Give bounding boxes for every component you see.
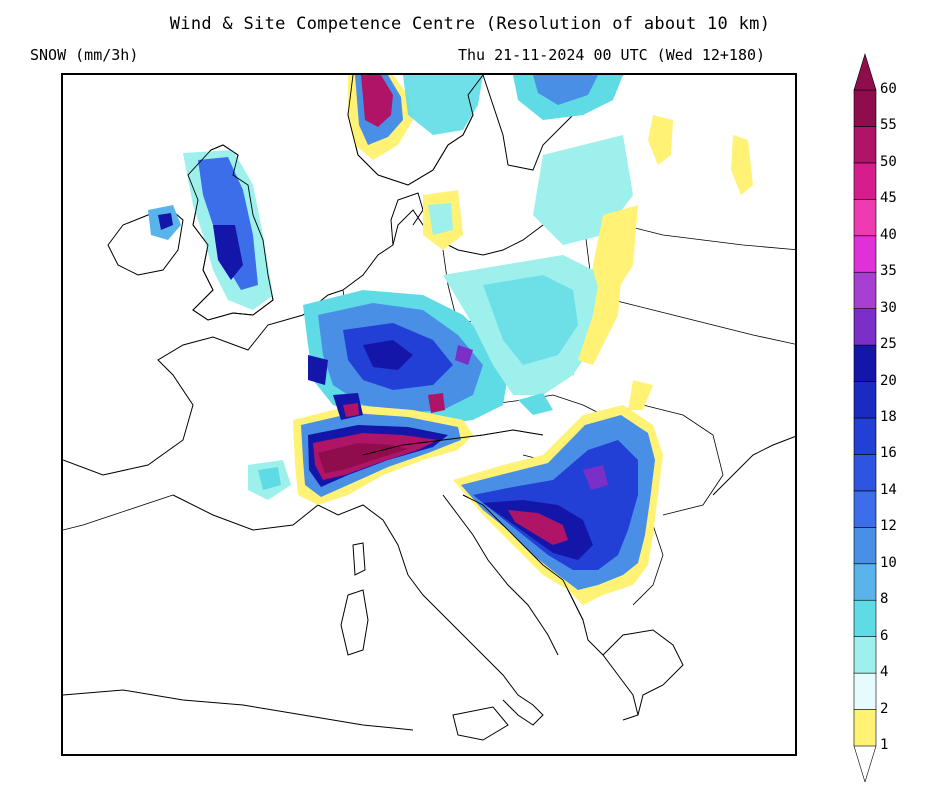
border-iberia bbox=[63, 494, 174, 531]
coastlines bbox=[63, 75, 795, 741]
colorbar-label-40: 40 bbox=[880, 226, 897, 243]
snow-shading bbox=[148, 75, 753, 605]
colorbar-label-60: 60 bbox=[880, 81, 897, 97]
colorbar-label-8: 8 bbox=[880, 591, 889, 608]
colorbar-box-20 bbox=[853, 381, 877, 419]
colorbar-label-10: 10 bbox=[880, 554, 897, 571]
chart-title: Wind & Site Competence Centre (Resolutio… bbox=[169, 14, 771, 34]
map-svg bbox=[63, 75, 795, 741]
colorbar-box-55 bbox=[853, 126, 877, 164]
colorbar-box-16 bbox=[853, 454, 877, 492]
colorbar-box-40 bbox=[853, 235, 877, 273]
colorbar-label-6: 6 bbox=[880, 627, 889, 644]
colorbar-top-arrow bbox=[853, 52, 877, 91]
colorbar-label-55: 55 bbox=[880, 117, 897, 134]
coast-italy bbox=[407, 574, 544, 726]
colorbar-box-18 bbox=[853, 417, 877, 455]
coast-mediterranean-france bbox=[172, 494, 409, 576]
colorbar-label-45: 45 bbox=[880, 190, 897, 207]
colorbar-label-14: 14 bbox=[880, 481, 897, 498]
coast-black-sea bbox=[712, 436, 795, 496]
coast-north-africa bbox=[63, 689, 414, 731]
coast-france-iberia bbox=[63, 289, 344, 476]
colorbar-box-60 bbox=[853, 89, 877, 127]
map-panel bbox=[61, 73, 797, 756]
valid-time-label: Thu 21-11-2024 00 UTC (Wed 12+180) bbox=[458, 46, 766, 64]
colorbar-bottom-arrow bbox=[853, 745, 877, 783]
colorbar-label-20: 20 bbox=[880, 372, 897, 389]
colorbar-label-12: 12 bbox=[880, 518, 897, 535]
colorbar-label-16: 16 bbox=[880, 445, 897, 462]
colorbar-box-4 bbox=[853, 672, 877, 710]
colorbar-label-25: 25 bbox=[880, 336, 897, 353]
colorbar-box-25 bbox=[853, 344, 877, 382]
border-austria-hungary bbox=[482, 394, 604, 416]
colorbar-label-1: 1 bbox=[880, 737, 889, 753]
colorbar-label-50: 50 bbox=[880, 153, 897, 170]
coast-corsica bbox=[352, 542, 366, 576]
coast-north-sea bbox=[342, 209, 504, 291]
colorbar bbox=[846, 50, 936, 790]
colorbar-box-12 bbox=[853, 527, 877, 565]
colorbar-box-14 bbox=[853, 490, 877, 528]
colorbar-svg bbox=[853, 52, 877, 783]
colorbar-label-30: 30 bbox=[880, 299, 897, 316]
colorbar-box-50 bbox=[853, 162, 877, 200]
colorbar-box-2 bbox=[853, 709, 877, 747]
coast-denmark bbox=[390, 192, 424, 246]
colorbar-box-10 bbox=[853, 563, 877, 601]
coast-sicily bbox=[452, 706, 509, 741]
colorbar-box-6 bbox=[853, 636, 877, 674]
coast-italy-adriatic bbox=[442, 494, 559, 656]
colorbar-label-2: 2 bbox=[880, 700, 889, 717]
colorbar-box-45 bbox=[853, 199, 877, 237]
colorbar-box-30 bbox=[853, 308, 877, 346]
colorbar-label-35: 35 bbox=[880, 263, 897, 280]
coast-greece bbox=[602, 629, 684, 721]
border-ukraine bbox=[592, 294, 795, 345]
variable-label: SNOW (mm/3h) bbox=[30, 46, 139, 64]
colorbar-box-35 bbox=[853, 271, 877, 309]
colorbar-label-18: 18 bbox=[880, 409, 897, 425]
colorbar-box-8 bbox=[853, 599, 877, 637]
colorbar-label-4: 4 bbox=[880, 664, 889, 681]
coast-sardinia bbox=[340, 589, 369, 656]
